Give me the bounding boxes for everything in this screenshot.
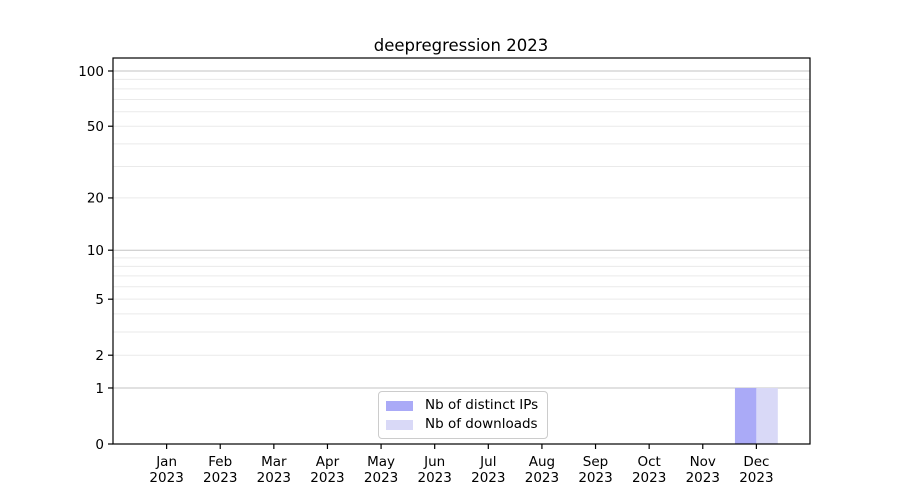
y-tick-label: 50 <box>87 119 104 135</box>
x-tick-label: Sep 2023 <box>578 454 612 486</box>
y-tick-label: 5 <box>95 292 104 308</box>
gridlines <box>113 70 810 389</box>
x-tick-label: Jun 2023 <box>418 454 452 486</box>
x-tick-label: Jul 2023 <box>471 454 505 486</box>
axes <box>112 57 811 445</box>
legend-item-downloads: Nb of downloads <box>386 416 538 433</box>
x-tick-label: Mar 2023 <box>257 454 291 486</box>
x-tick-label: Nov 2023 <box>686 454 720 486</box>
y-tick-label: 10 <box>87 243 104 259</box>
chart-title: deepregression 2023 <box>374 36 548 55</box>
bar-downloads <box>756 387 778 444</box>
legend-swatch-distinct-ips <box>386 400 413 411</box>
legend-swatch-downloads-rect <box>386 419 413 430</box>
tick-labels: 0 1 2 5 10 20 50 100 Jan 2023 Feb 2023 Mar 2023 Apr 202… <box>78 64 773 486</box>
y-tick-label: 1 <box>95 381 104 397</box>
y-tick-label: 20 <box>87 191 104 207</box>
x-tick-label: Feb 2023 <box>203 454 237 486</box>
y-tick-label: 2 <box>95 348 104 364</box>
x-tick-label: Jan 2023 <box>149 454 183 486</box>
x-tick-label: Oct 2023 <box>632 454 666 486</box>
bar-distinct-ips <box>734 387 757 444</box>
legend: Nb of distinct IPs Nb of downloads <box>378 391 549 439</box>
legend-label-downloads: Nb of downloads <box>425 416 538 432</box>
x-tick-label: Dec 2023 <box>739 454 773 486</box>
tick-marks <box>108 70 757 449</box>
legend-swatch-distinct-ips-rect <box>386 400 413 411</box>
y-tick-label: 0 <box>95 437 104 453</box>
x-tick-label: May 2023 <box>364 454 398 486</box>
axes-frame <box>112 57 811 445</box>
x-tick-label: Aug 2023 <box>525 454 559 486</box>
bars <box>734 387 778 444</box>
legend-item-distinct-ips: Nb of distinct IPs <box>386 397 538 414</box>
legend-swatch-downloads <box>386 419 413 430</box>
legend-label-distinct-ips: Nb of distinct IPs <box>425 397 539 413</box>
y-tick-label: 100 <box>78 64 104 80</box>
x-tick-label: Apr 2023 <box>310 454 344 486</box>
